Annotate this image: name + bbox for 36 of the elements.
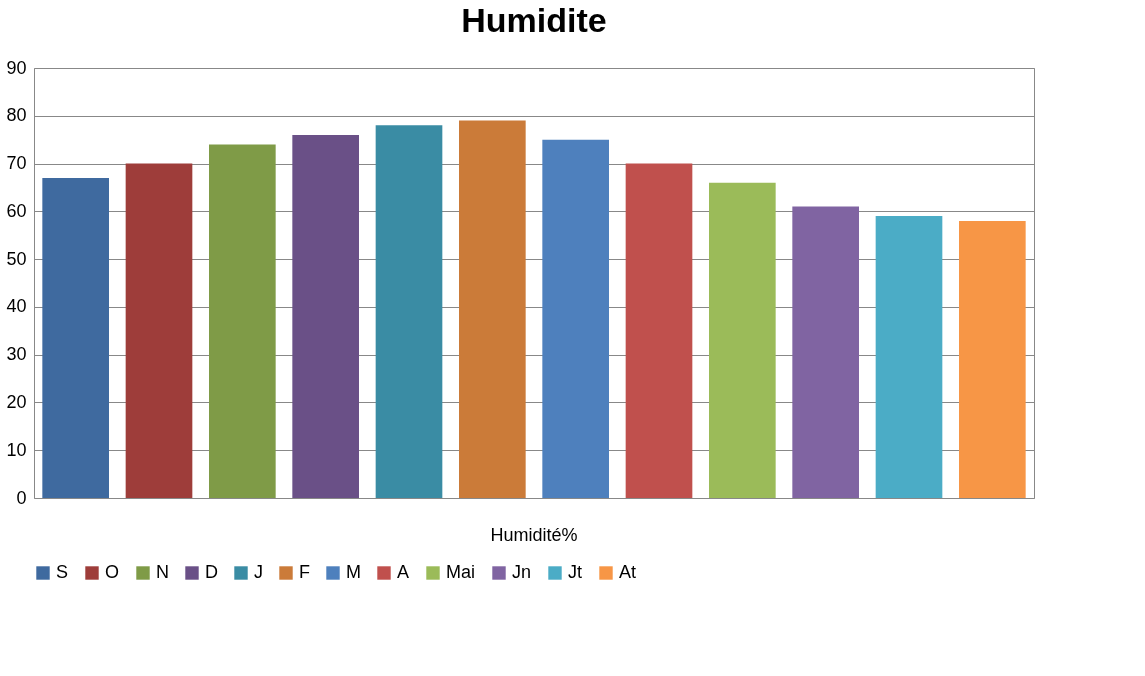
legend-label: Mai — [446, 562, 476, 582]
legend-label: A — [397, 562, 410, 582]
legend-label: J — [254, 562, 263, 582]
bar — [875, 216, 943, 498]
bar — [125, 163, 193, 498]
y-tick-label: 30 — [6, 344, 27, 365]
legend-label: At — [619, 562, 637, 582]
bar — [625, 163, 693, 498]
legend-label: D — [205, 562, 218, 582]
y-tick-label: 50 — [6, 248, 27, 269]
bar — [209, 144, 276, 498]
y-tick-label: 60 — [6, 200, 27, 221]
bar — [375, 125, 443, 498]
y-tick-label: 20 — [6, 391, 27, 412]
legend-label: M — [346, 562, 361, 582]
legend-label: S — [56, 562, 69, 582]
bar — [459, 120, 526, 498]
legend-label: Jn — [512, 562, 532, 582]
bar — [42, 177, 109, 498]
legend-label: Jt — [568, 562, 583, 582]
legend-label: O — [105, 562, 120, 582]
bar — [542, 139, 609, 498]
legend-label: N — [156, 562, 169, 582]
y-tick-label: 80 — [6, 105, 27, 126]
bar — [709, 182, 776, 498]
bar — [292, 134, 359, 498]
y-tick-label: 40 — [6, 296, 27, 317]
y-tick-label: 10 — [6, 439, 27, 460]
bar — [959, 220, 1026, 498]
y-tick-label: 0 — [16, 487, 27, 508]
bar — [792, 206, 859, 498]
x-tick-label: Humidité% — [490, 524, 578, 545]
legend-label: F — [299, 562, 310, 582]
y-tick-label: 90 — [6, 57, 27, 78]
chart-title: Humidite — [461, 1, 607, 39]
y-tick-label: 70 — [6, 153, 27, 174]
